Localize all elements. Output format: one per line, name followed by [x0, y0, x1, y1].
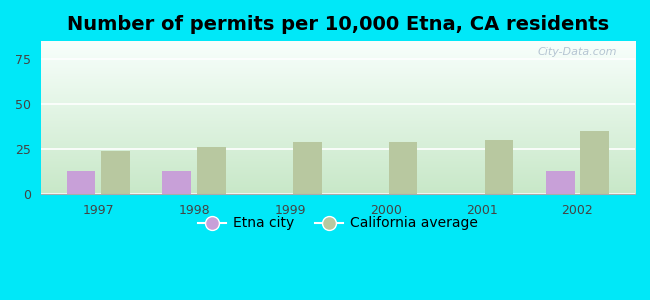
Bar: [197, 147, 226, 194]
Bar: [580, 131, 609, 194]
Bar: [389, 142, 417, 194]
Title: Number of permits per 10,000 Etna, CA residents: Number of permits per 10,000 Etna, CA re…: [67, 15, 609, 34]
Bar: [162, 171, 191, 194]
Bar: [66, 171, 96, 194]
Bar: [484, 140, 514, 194]
Bar: [292, 142, 322, 194]
Bar: [546, 171, 575, 194]
Bar: [101, 151, 130, 194]
Text: City-Data.com: City-Data.com: [538, 47, 617, 57]
Legend: Etna city, California average: Etna city, California average: [192, 211, 483, 236]
